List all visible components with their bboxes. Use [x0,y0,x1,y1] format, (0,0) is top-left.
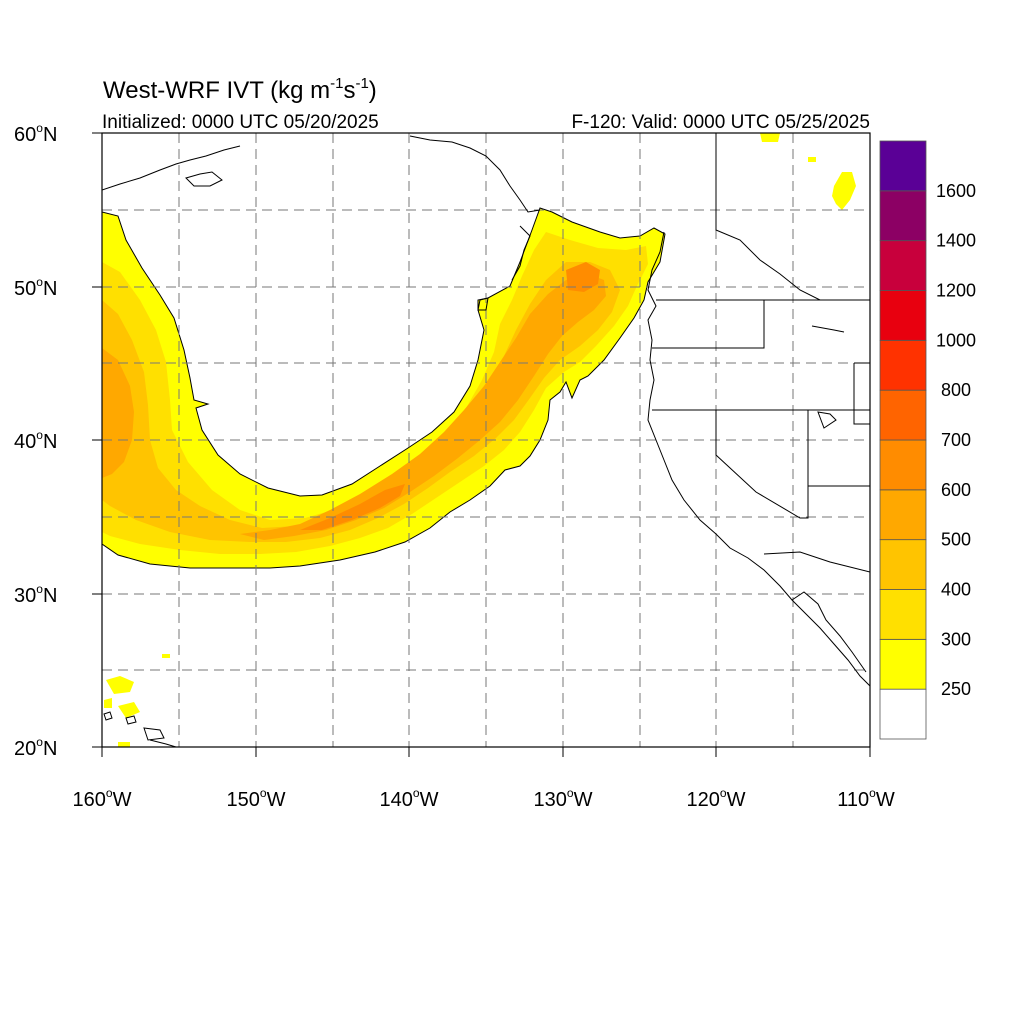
colorbar-segment [879,688,927,740]
lon-label-150: 150 [227,789,260,811]
colorbar-segment [879,489,927,541]
lon-label-130: 130 [534,789,567,811]
map-area [102,133,870,747]
colorbar-segment [879,539,927,590]
svg-text:30oN: 30oN [14,582,57,607]
title-main: West-WRF IVT (kg m [103,77,330,104]
axis-ticks [92,132,871,757]
colorbar-label: 1600 [936,181,976,201]
svg-text:150oW: 150oW [227,786,286,811]
lat-label-40: 40 [14,431,36,453]
colorbar-segment [879,339,927,391]
colorbar-segment [879,589,927,640]
init-time-label: Initialized: 0000 UTC 05/20/2025 [102,112,379,133]
colorbar-label: 500 [941,530,971,550]
lon-label-140: 140 [380,789,413,811]
colorbar-segment [879,389,927,441]
svg-text:60oN: 60oN [14,121,57,146]
colorbar-segment [879,290,927,341]
lat-label-30: 30 [14,585,36,607]
colorbar-labels: 1600 1400 1200 1000 800 700 600 500 400 300 250 [936,181,976,699]
valid-time-label: F-120: Valid: 0000 UTC 05/25/2025 [571,112,870,133]
colorbar [879,140,927,740]
coastlines [102,133,870,687]
scattered-ivt-patches [104,133,856,747]
ivt-contour-300 [102,232,648,554]
lat-label-50: 50 [14,278,36,300]
colorbar-segment [879,140,927,192]
ivt-contour-500 [102,348,134,478]
svg-text:130oW: 130oW [534,786,593,811]
colorbar-label: 300 [941,629,971,649]
svg-text:110oW: 110oW [837,786,895,811]
title-mid: s [343,77,355,104]
title-exponent-1: -1 [330,75,343,92]
lat-label-20: 20 [14,738,36,760]
lon-label-160: 160 [73,789,106,811]
lat-label-60: 60 [14,124,36,146]
svg-text:120oW: 120oW [687,786,746,811]
colorbar-label: 700 [941,430,971,450]
colorbar-segment [879,240,927,291]
svg-text:160oW: 160oW [73,786,132,811]
svg-text:40oN: 40oN [14,428,57,453]
latitude-labels: 60oN 50oN 40oN 30oN 20oN [14,121,57,760]
ivt-contour-600-north [566,262,600,292]
ivt-contour-600 [300,484,405,530]
colorbar-label: 1400 [936,231,976,251]
colorbar-segment [879,439,927,491]
lon-label-110: 110 [837,789,869,811]
lon-label-120: 120 [687,789,720,811]
colorbar-segment [879,638,927,690]
svg-text:50oN: 50oN [14,275,57,300]
colorbar-label: 1200 [936,281,976,301]
title-end: ) [369,77,377,104]
colorbar-label: 400 [941,580,971,600]
title-exponent-2: -1 [355,75,368,92]
colorbar-segment [879,190,927,242]
colorbar-label: 1000 [936,330,976,350]
plot-title: West-WRF IVT (kg m-1s-1) [103,75,377,104]
colorbar-label: 250 [941,679,971,699]
longitude-labels: 160oW 150oW 140oW 130oW 120oW 110oW [73,786,895,811]
svg-text:140oW: 140oW [380,786,439,811]
svg-text:20oN: 20oN [14,735,57,760]
ivt-contour-500-band [240,274,606,540]
colorbar-label: 600 [941,480,971,500]
lat-lon-grid [102,133,870,747]
hawaiian-islands [103,711,177,747]
colorbar-label: 800 [941,380,971,400]
